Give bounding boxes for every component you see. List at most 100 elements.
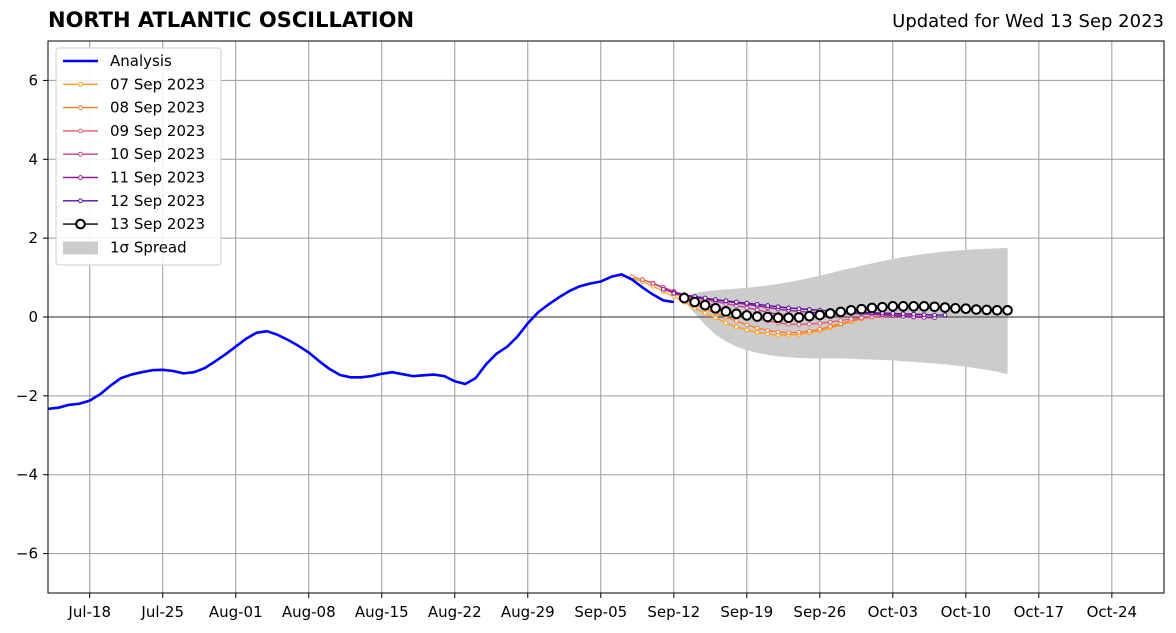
legend-label: 09 Sep 2023: [110, 122, 205, 140]
current-forecast-point: [751, 311, 763, 322]
legend: Analysis 07 Sep 2023 08 Sep 2023 09 Sep 202…: [55, 47, 222, 266]
forecast-point: [786, 305, 791, 311]
forecast-point: [713, 315, 718, 321]
x-tick-label: Oct-24: [1087, 603, 1137, 621]
forecast-point: [754, 307, 760, 313]
current-forecast-point: [887, 301, 899, 312]
x-tick-label: Sep-05: [574, 603, 627, 621]
forecast-point: [900, 311, 906, 317]
x-tick-label: Aug-29: [501, 603, 555, 621]
legend-label: 11 Sep 2023: [110, 169, 205, 187]
forecast-point: [702, 310, 708, 316]
x-tick-label: Aug-22: [428, 603, 482, 621]
legend-marker-forecast: [78, 81, 83, 87]
current-forecast-point: [720, 306, 732, 317]
x-tick-label: Jul-18: [67, 603, 111, 621]
forecast-point: [817, 326, 823, 332]
current-forecast-point: [856, 303, 867, 315]
current-forecast-point: [918, 301, 930, 312]
legend-label: 1σ Spread: [110, 238, 187, 256]
analysis-series: [47, 273, 674, 411]
forecast-point: [723, 320, 729, 326]
forecast-point: [806, 321, 812, 327]
forecast-point: [723, 298, 729, 304]
current-forecast-point: [929, 301, 940, 313]
x-tick-label: Aug-15: [355, 603, 409, 621]
legend-marker-forecast: [78, 198, 83, 204]
current-forecast-point: [741, 310, 753, 321]
current-forecast-point: [824, 308, 836, 319]
forecast-point: [650, 281, 656, 286]
legend-box: [55, 47, 222, 266]
forecast-point: [796, 306, 802, 312]
x-tick-label: Jul-25: [140, 603, 184, 621]
current-forecast-point: [772, 312, 784, 324]
x-axis: Jul-18 Jul-25 Aug-01 Aug-08 Aug-15 Aug-22 Aug-…: [67, 593, 1137, 621]
current-forecast-point: [793, 312, 805, 323]
current-forecast-point: [699, 299, 711, 311]
y-tick-label: −2: [16, 387, 38, 405]
y-tick-label: −4: [16, 466, 38, 484]
x-tick-label: Aug-01: [209, 603, 263, 621]
x-tick-label: Oct-10: [941, 603, 991, 621]
legend-marker-forecast: [78, 175, 83, 180]
updated-date: Updated for Wed 13 Sep 2023: [892, 11, 1164, 32]
legend-marker-forecast: [78, 105, 83, 110]
forecast-point: [765, 328, 771, 333]
forecast-point: [796, 322, 802, 327]
current-forecast-point: [814, 309, 826, 321]
forecast-point: [806, 307, 812, 312]
forecast-point: [827, 324, 833, 329]
y-tick-label: 2: [28, 229, 38, 247]
chart-title: NORTH ATLANTIC OSCILLATION: [48, 8, 415, 32]
forecast-point: [911, 311, 917, 317]
y-tick-label: 6: [28, 71, 38, 89]
x-tick-label: Sep-19: [720, 603, 773, 621]
legend-label: 12 Sep 2023: [110, 192, 205, 210]
y-tick-label: 0: [28, 308, 38, 326]
current-forecast-point: [804, 310, 815, 322]
analysis-line: [47, 273, 674, 411]
forecast-point: [744, 322, 750, 328]
forecast-point: [890, 311, 896, 316]
current-forecast-point: [783, 312, 794, 324]
forecast-point: [817, 320, 823, 326]
x-tick-label: Sep-12: [647, 603, 700, 621]
current-forecast-point: [710, 303, 721, 314]
forecast-point: [786, 330, 791, 336]
current-forecast-point: [970, 304, 982, 315]
forecast-point: [775, 304, 781, 310]
forecast-point: [932, 312, 937, 318]
legend-label: 08 Sep 2023: [110, 99, 205, 117]
legend-marker-current: [75, 218, 86, 230]
forecast-point: [671, 290, 677, 296]
forecast-point: [775, 329, 781, 335]
current-forecast-point: [689, 296, 700, 308]
current-forecast-point: [960, 303, 972, 315]
forecast-point: [942, 312, 948, 318]
current-forecast-point: [866, 302, 878, 314]
forecast-point: [744, 300, 750, 306]
legend-marker-forecast: [78, 151, 83, 157]
current-forecast-point: [991, 304, 1003, 316]
current-forecast-point: [939, 302, 951, 313]
y-tick-label: −6: [16, 545, 38, 563]
current-forecast-series: [678, 292, 1013, 324]
current-forecast-point: [678, 292, 690, 304]
forecast-point: [806, 328, 812, 334]
current-forecast-point: [981, 304, 992, 316]
legend-label: 13 Sep 2023: [110, 215, 205, 233]
current-forecast-point: [731, 308, 742, 320]
x-tick-label: Sep-26: [793, 603, 846, 621]
current-forecast-point: [877, 301, 888, 313]
current-forecast-point: [950, 303, 961, 314]
forecast-point: [838, 318, 844, 323]
forecast-point: [660, 287, 666, 292]
forecast-point: [744, 327, 750, 333]
forecast-point: [754, 329, 760, 335]
forecast-point: [921, 312, 927, 318]
forecast-point: [765, 303, 771, 308]
current-forecast-point: [908, 301, 919, 312]
forecast-point: [848, 316, 854, 322]
